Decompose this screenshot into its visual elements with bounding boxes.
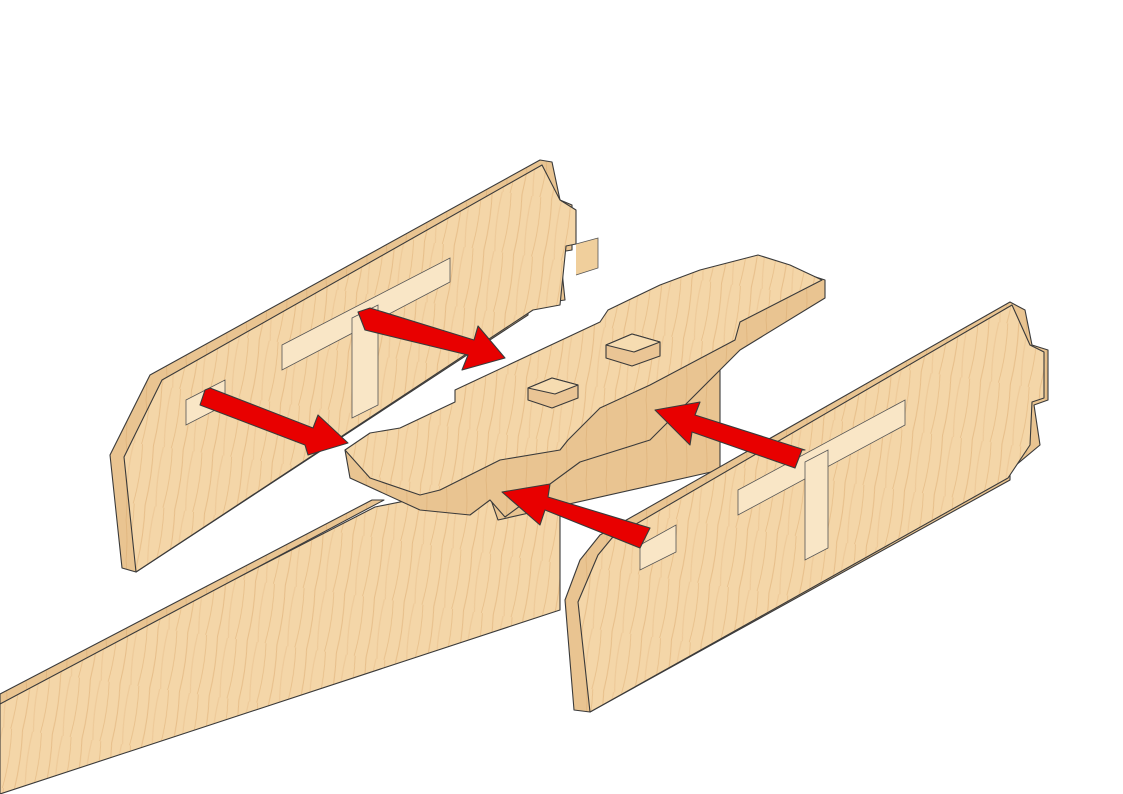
crossbar-tab-back	[605, 333, 661, 367]
long-rail-top-edge	[0, 499, 385, 705]
left-side-board	[109, 159, 599, 573]
long-rail-face	[0, 469, 561, 794]
arrows	[199, 307, 806, 549]
arrow-upper-left	[357, 307, 506, 371]
right-board-slot-lower	[639, 524, 677, 571]
right-board-notch	[804, 449, 829, 561]
right-side-board	[564, 301, 1049, 713]
crossbar-tab-front	[527, 377, 579, 409]
long-rail	[0, 469, 561, 794]
arrow-upper-right	[654, 401, 806, 469]
arrow-lower-left	[199, 387, 349, 456]
arrow-lower-right	[501, 483, 651, 549]
center-crossbar	[344, 254, 826, 521]
crossbar-plate-face	[344, 254, 823, 496]
